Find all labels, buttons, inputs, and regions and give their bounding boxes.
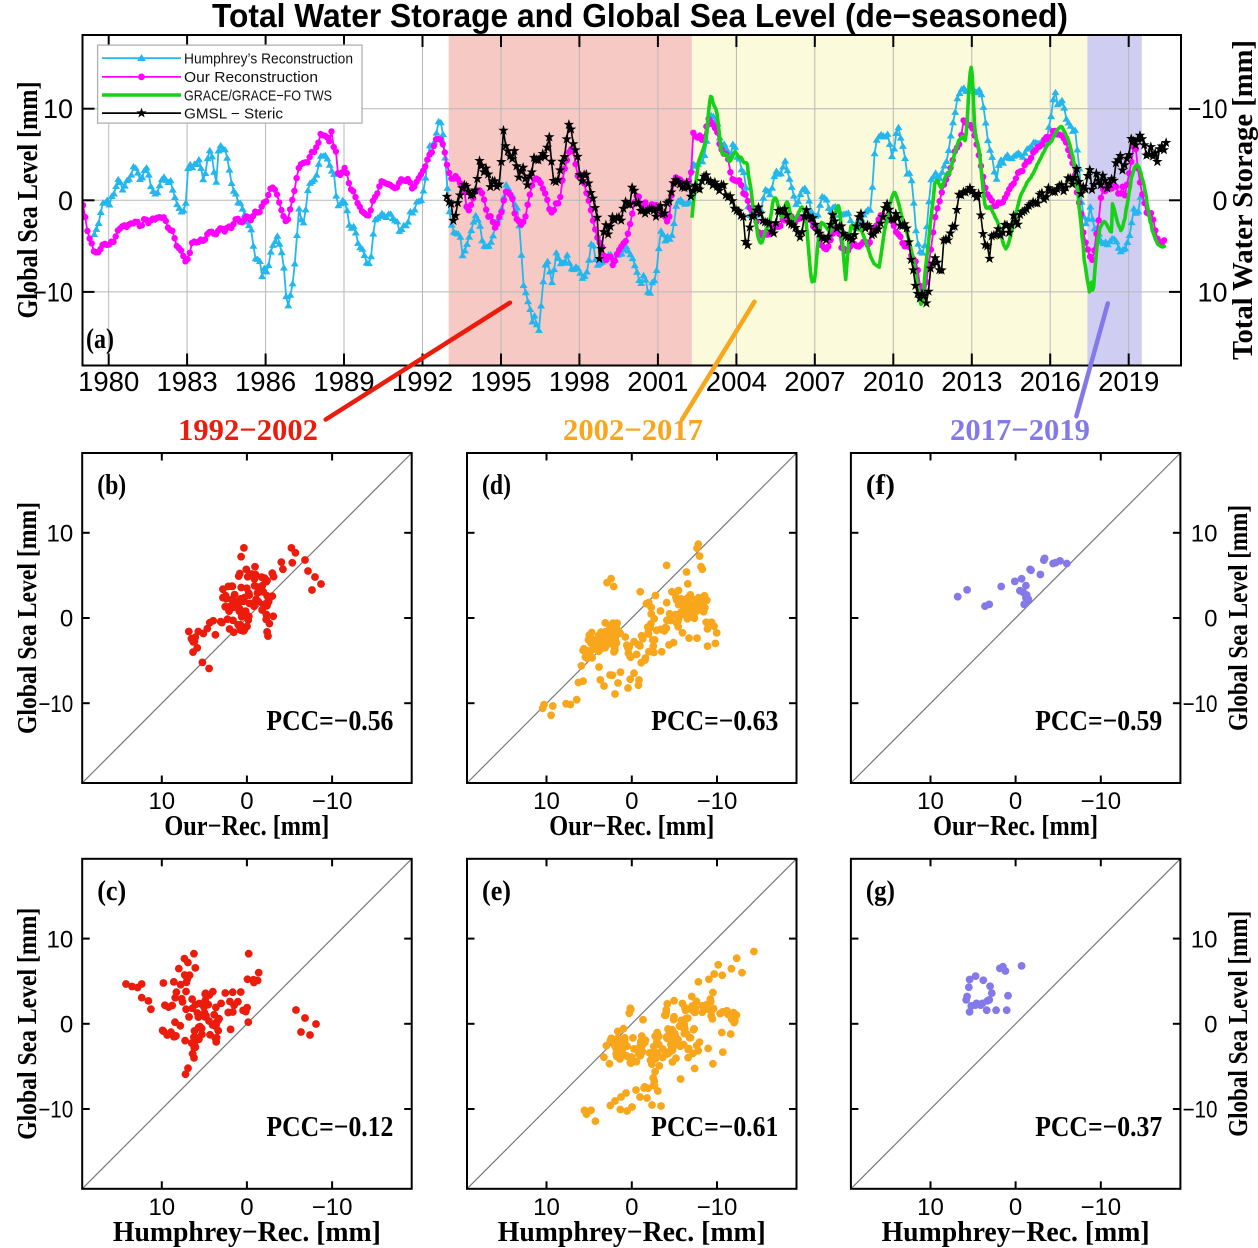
svg-text:2017−2019: 2017−2019: [950, 412, 1090, 447]
svg-text:Our Reconstruction: Our Reconstruction: [184, 69, 318, 86]
svg-text:PCC=−0.56: PCC=−0.56: [266, 706, 393, 737]
svg-text:Global Sea Level [mm]: Global Sea Level [mm]: [12, 82, 44, 319]
svg-text:PCC=−0.12: PCC=−0.12: [266, 1112, 393, 1143]
svg-text:0: 0: [625, 788, 638, 815]
svg-text:2004: 2004: [706, 366, 767, 397]
svg-text:−10: −10: [1188, 94, 1228, 124]
svg-text:0: 0: [1009, 1194, 1022, 1221]
svg-text:2016: 2016: [1020, 366, 1081, 397]
svg-text:−10: −10: [1080, 1194, 1121, 1221]
svg-text:Humphrey−Rec. [mm]: Humphrey−Rec. [mm]: [498, 1217, 766, 1248]
svg-text:Total Water Storage [mm]: Total Water Storage [mm]: [1227, 40, 1258, 360]
svg-text:2007: 2007: [784, 366, 845, 397]
svg-text:Our−Rec. [mm]: Our−Rec. [mm]: [933, 811, 1098, 842]
svg-text:−10: −10: [697, 788, 738, 815]
svg-text:Global Sea Level [mm]: Global Sea Level [mm]: [1223, 505, 1253, 731]
svg-text:0: 0: [625, 1194, 638, 1221]
svg-text:10: 10: [43, 94, 73, 124]
svg-text:−10: −10: [312, 1194, 353, 1221]
svg-text:Our−Rec. [mm]: Our−Rec. [mm]: [549, 811, 714, 842]
svg-text:0: 0: [240, 788, 253, 815]
svg-text:(f): (f): [866, 469, 895, 501]
svg-text:10: 10: [148, 788, 175, 815]
svg-text:1980: 1980: [78, 366, 139, 397]
svg-text:2001: 2001: [627, 366, 688, 397]
svg-text:10: 10: [1191, 926, 1218, 953]
svg-text:2002−2017: 2002−2017: [563, 412, 703, 447]
svg-text:Our−Rec. [mm]: Our−Rec. [mm]: [164, 811, 329, 842]
svg-text:Global Sea Level [mm]: Global Sea Level [mm]: [12, 502, 42, 734]
svg-text:−10: −10: [1080, 788, 1121, 815]
svg-text:(d): (d): [482, 469, 511, 501]
svg-text:PCC=−0.37: PCC=−0.37: [1035, 1112, 1162, 1143]
svg-text:GRACE/GRACE−FO TWS: GRACE/GRACE−FO TWS: [184, 87, 332, 104]
svg-text:10: 10: [533, 1194, 560, 1221]
svg-text:Humphrey’s Reconstruction: Humphrey’s Reconstruction: [184, 50, 353, 67]
svg-text:(c): (c): [97, 875, 126, 907]
svg-text:PCC=−0.59: PCC=−0.59: [1035, 706, 1162, 737]
svg-text:1989: 1989: [313, 366, 374, 397]
svg-text:0: 0: [1212, 186, 1227, 216]
svg-text:2010: 2010: [863, 366, 924, 397]
svg-text:0: 0: [1009, 788, 1022, 815]
svg-text:−10: −10: [312, 788, 353, 815]
svg-text:−10: −10: [33, 277, 73, 307]
svg-text:−10: −10: [38, 1097, 73, 1124]
svg-text:10: 10: [1191, 521, 1218, 548]
svg-text:0: 0: [58, 186, 73, 216]
svg-text:(g): (g): [866, 875, 895, 907]
svg-text:PCC=−0.61: PCC=−0.61: [651, 1112, 778, 1143]
svg-text:(a): (a): [86, 323, 114, 355]
svg-text:Global Sea Level [mm]: Global Sea Level [mm]: [1223, 911, 1253, 1137]
svg-text:0: 0: [1204, 1012, 1217, 1039]
svg-text:10: 10: [917, 788, 944, 815]
svg-text:Global Sea Level [mm]: Global Sea Level [mm]: [12, 908, 42, 1140]
svg-text:GMSL − Steric: GMSL − Steric: [184, 105, 284, 122]
svg-text:(b): (b): [97, 469, 126, 501]
svg-text:(e): (e): [482, 875, 511, 907]
svg-text:1995: 1995: [470, 366, 531, 397]
svg-text:10: 10: [533, 788, 560, 815]
svg-text:10: 10: [917, 1194, 944, 1221]
svg-text:Humphrey−Rec. [mm]: Humphrey−Rec. [mm]: [882, 1217, 1150, 1248]
svg-text:0: 0: [1204, 606, 1217, 633]
svg-text:10: 10: [148, 1194, 175, 1221]
svg-text:1983: 1983: [157, 366, 218, 397]
svg-text:1992−2002: 1992−2002: [178, 412, 318, 447]
svg-text:0: 0: [60, 606, 73, 633]
svg-text:2019: 2019: [1098, 366, 1159, 397]
svg-text:−10: −10: [38, 691, 73, 718]
svg-text:Total Water Storage and Global: Total Water Storage and Global Sea Level…: [212, 0, 1068, 34]
svg-text:10: 10: [1197, 277, 1227, 307]
svg-text:Humphrey−Rec. [mm]: Humphrey−Rec. [mm]: [113, 1217, 381, 1248]
svg-text:2013: 2013: [941, 366, 1002, 397]
svg-text:0: 0: [240, 1194, 253, 1221]
svg-text:−10: −10: [1183, 1097, 1218, 1124]
svg-text:10: 10: [46, 521, 73, 548]
svg-text:1998: 1998: [549, 366, 610, 397]
svg-text:1986: 1986: [235, 366, 296, 397]
svg-text:10: 10: [46, 926, 73, 953]
svg-text:−10: −10: [1183, 691, 1218, 718]
svg-text:−10: −10: [697, 1194, 738, 1221]
svg-text:PCC=−0.63: PCC=−0.63: [651, 706, 778, 737]
svg-text:0: 0: [60, 1012, 73, 1039]
